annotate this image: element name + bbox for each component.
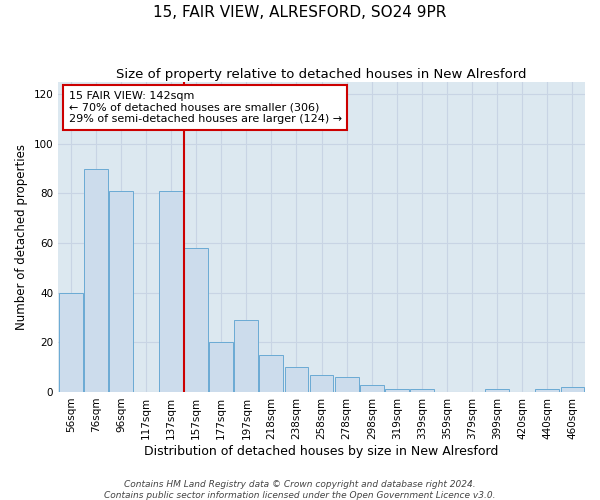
Bar <box>159 191 183 392</box>
Bar <box>560 387 584 392</box>
Bar <box>209 342 233 392</box>
Bar <box>410 390 434 392</box>
Bar <box>335 377 359 392</box>
X-axis label: Distribution of detached houses by size in New Alresford: Distribution of detached houses by size … <box>145 444 499 458</box>
Title: Size of property relative to detached houses in New Alresford: Size of property relative to detached ho… <box>116 68 527 80</box>
Bar <box>535 390 559 392</box>
Bar <box>59 292 83 392</box>
Bar <box>235 320 258 392</box>
Text: Contains HM Land Registry data © Crown copyright and database right 2024.
Contai: Contains HM Land Registry data © Crown c… <box>104 480 496 500</box>
Bar <box>259 354 283 392</box>
Bar <box>485 390 509 392</box>
Bar <box>84 168 108 392</box>
Bar <box>385 390 409 392</box>
Bar <box>184 248 208 392</box>
Text: 15 FAIR VIEW: 142sqm
← 70% of detached houses are smaller (306)
29% of semi-deta: 15 FAIR VIEW: 142sqm ← 70% of detached h… <box>69 91 342 124</box>
Bar <box>360 384 383 392</box>
Bar <box>284 367 308 392</box>
Y-axis label: Number of detached properties: Number of detached properties <box>15 144 28 330</box>
Text: 15, FAIR VIEW, ALRESFORD, SO24 9PR: 15, FAIR VIEW, ALRESFORD, SO24 9PR <box>154 5 446 20</box>
Bar <box>109 191 133 392</box>
Bar <box>310 374 334 392</box>
